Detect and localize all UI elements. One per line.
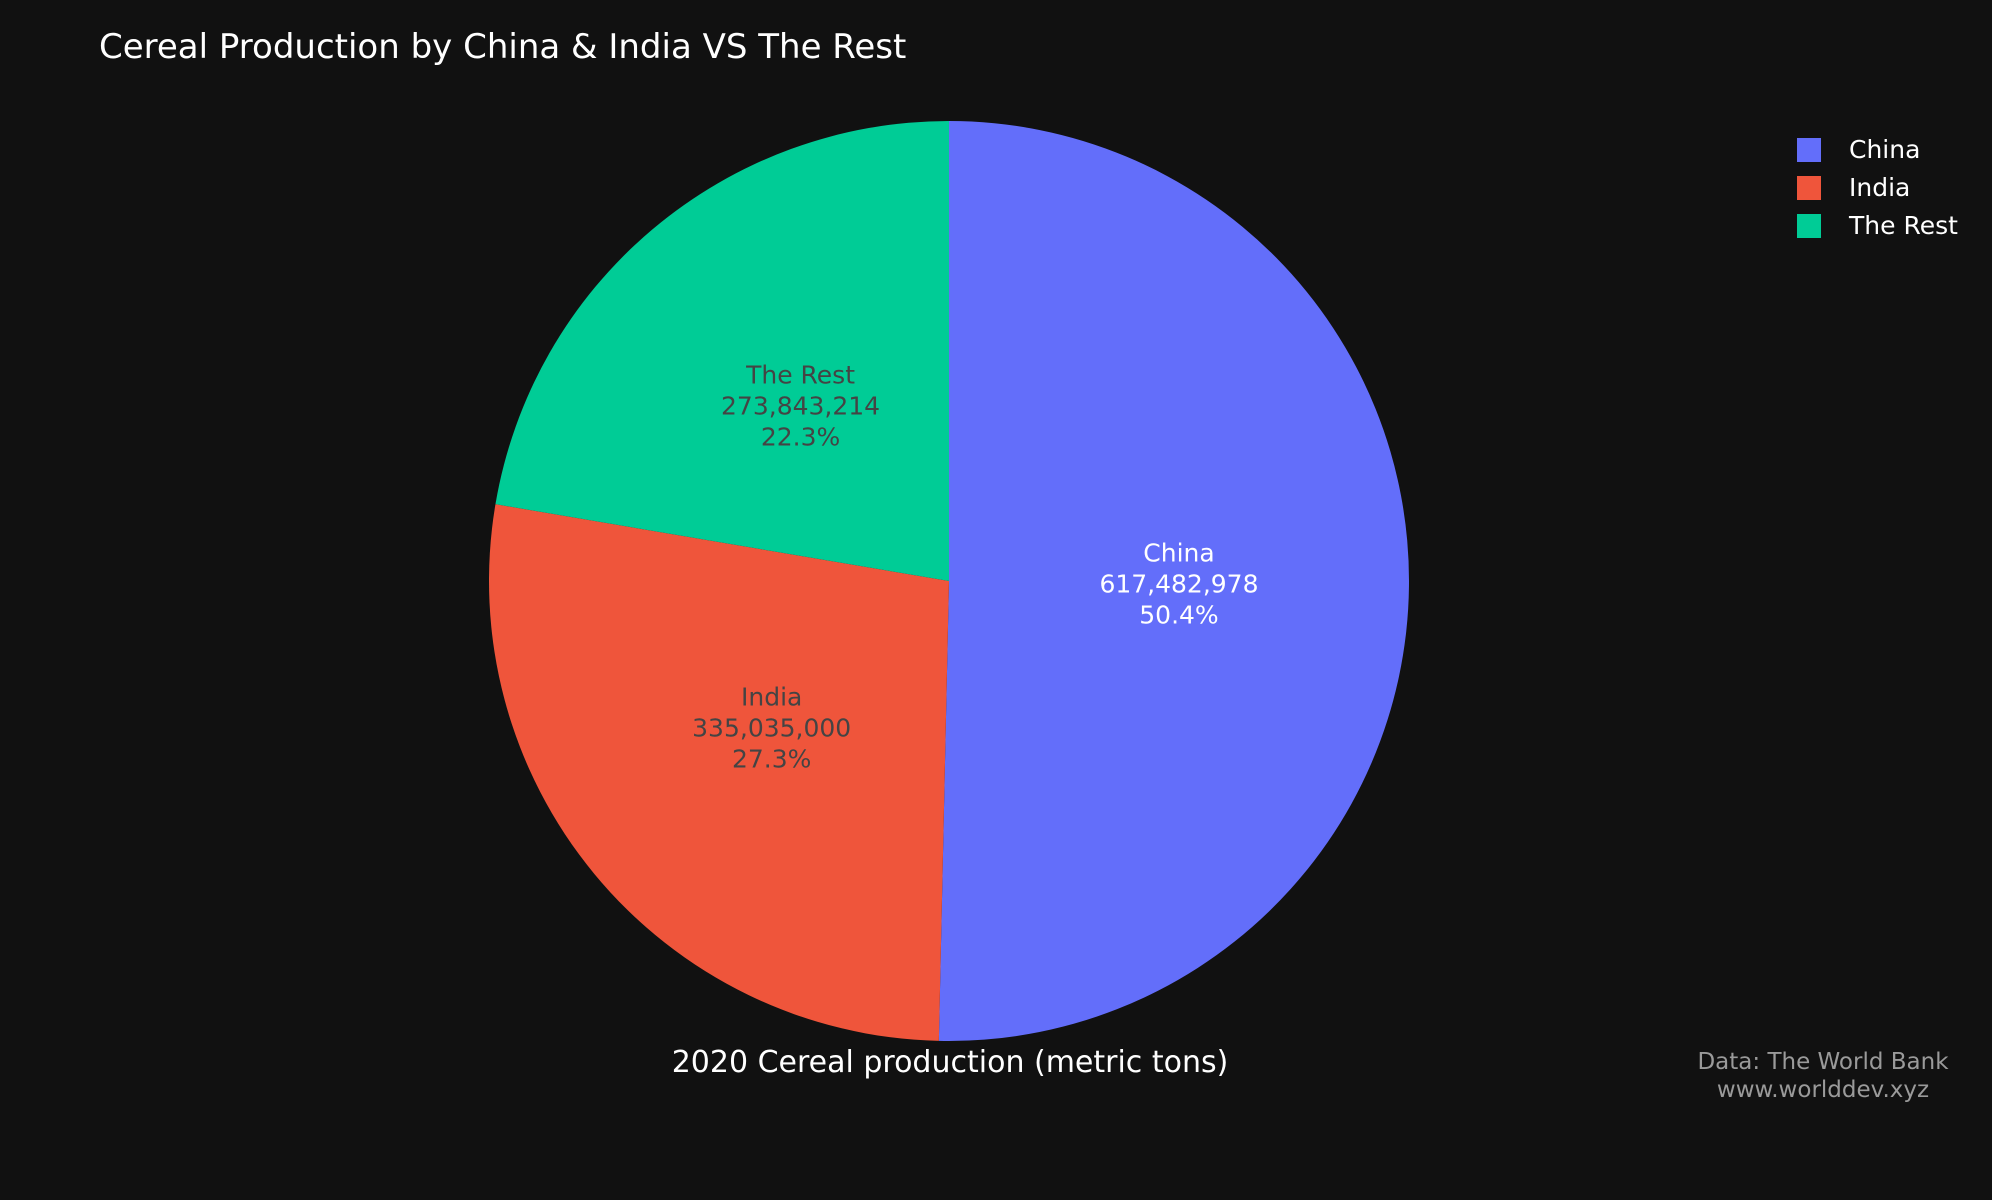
legend-swatch-india — [1797, 176, 1821, 200]
pie-slice-india[interactable] — [488, 504, 949, 1041]
pie-slice-china[interactable] — [938, 121, 1409, 1042]
source-line-1: Data: The World Bank — [1697, 1049, 1949, 1075]
legend: China India The Rest — [1797, 135, 1958, 240]
legend-swatch-china — [1797, 138, 1821, 162]
slice-label-china: China 617,482,978 50.4% — [1099, 539, 1258, 630]
chart-label: 2020 Cereal production (metric tons) — [672, 1045, 1229, 1080]
legend-swatch-the-rest — [1797, 214, 1821, 238]
pie-slice-the-rest[interactable] — [495, 120, 949, 582]
legend-label-china: China — [1849, 135, 1920, 164]
pie-slices — [488, 120, 1409, 1042]
legend-item-china[interactable]: China — [1797, 135, 1920, 164]
legend-label-the-rest: The Rest — [1848, 211, 1958, 240]
pie-slice-labels: China 617,482,978 50.4% India 335,035,000 27.… — [692, 360, 1258, 773]
source-line-2: www.worlddev.xyz — [1717, 1077, 1929, 1103]
chart-title: Cereal Production by China & India VS Th… — [99, 27, 906, 67]
legend-item-india[interactable]: India — [1797, 173, 1910, 202]
slice-label-the-rest: The Rest 273,843,214 22.3% — [721, 360, 880, 451]
slice-label-india: India 335,035,000 27.3% — [692, 682, 851, 773]
legend-label-india: India — [1849, 173, 1910, 202]
legend-item-the-rest[interactable]: The Rest — [1797, 211, 1958, 240]
